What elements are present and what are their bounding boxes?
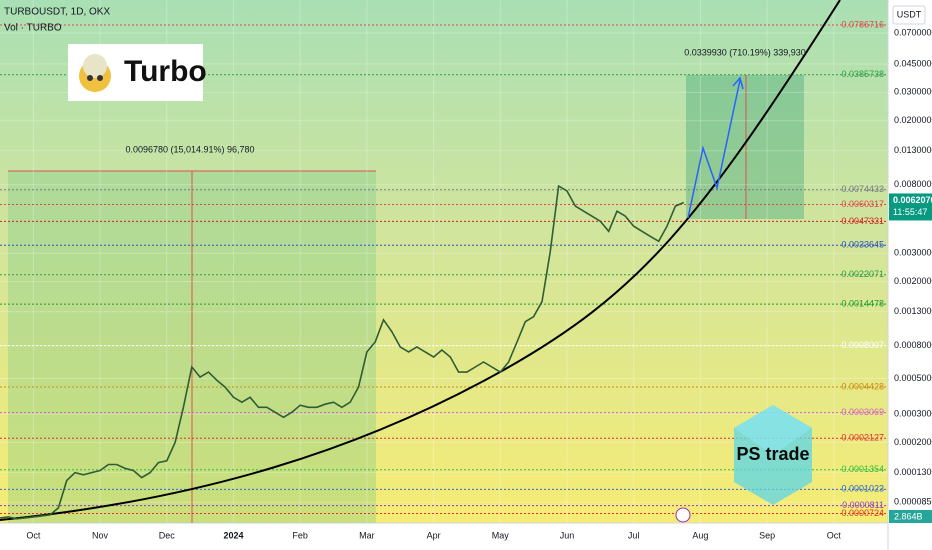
x-tick-label: Dec [159,530,176,540]
x-tick-label: Aug [692,530,708,540]
level-label: 0.0074433 [841,184,884,194]
time-axis-background [0,523,888,550]
x-tick-label: 2024 [223,530,243,540]
level-label: 0.0003069 [841,407,884,417]
price-line [0,184,685,520]
x-tick-label: Feb [292,530,308,540]
arrow-head [732,76,744,90]
watermark-text: PS trade [736,444,809,464]
last-price-label: 0.0062076 [893,195,932,205]
level-label: 0.0014478 [841,299,884,309]
x-tick-label: Oct [827,530,842,540]
x-tick-label: Apr [427,530,441,540]
watermark-hexagon [734,405,812,455]
level-label: 0.0001354 [841,464,884,474]
level-label: 0.0004428 [841,381,884,391]
level-label: 0.0385738 [841,69,884,79]
logo-icon [97,75,103,81]
x-tick-label: Jul [628,530,640,540]
x-tick-label: Sep [759,530,775,540]
level-label: 0.0033645 [841,240,884,250]
countdown: 11:55:47 [893,207,927,217]
series [0,184,685,520]
x-tick-label: Mar [359,530,375,540]
chart-title: TURBOUSDT, 1D, OKX [4,7,110,18]
level-label: 0.0008007 [841,340,884,350]
level-label: 0.0001023 [841,484,884,494]
price-axis-background [888,0,932,550]
x-tick-label: Nov [92,530,109,540]
level-label: 0.0000724 [841,508,884,518]
level-label: 0.0047331 [841,216,884,226]
volume-label: 2.864B [894,511,923,521]
x-tick-label: Jun [560,530,575,540]
volume-tag [889,510,932,523]
levels: 0.0786716 0.0385738 0.0074433 0.0060317 0.00… [0,19,888,518]
event-icon [675,507,691,523]
currency: USDT [897,9,922,19]
x-axis: Oct Nov Dec 2024 Feb Mar Apr May Jun Jul Aug Sep Oct [26,530,841,540]
level-label: 0.0786716 [841,19,884,29]
level-label: 0.0002127 [841,433,884,443]
level-label: 0.0000811 [842,500,884,510]
logo-icon [83,54,107,78]
x-tick-label: Oct [26,530,41,540]
last-price-tag [889,193,932,221]
annotation: 0.0339930 (710.19%) 339,930 [684,47,806,57]
logo-icon [87,75,93,81]
chart-subtitle: Vol · TURBO [4,23,62,34]
level-label: 0.0022071 [841,269,884,279]
annotation: 0.0096780 (15,014.91%) 96,780 [125,144,254,154]
x-tick-label: May [492,530,510,540]
level-label: 0.0060317 [841,199,884,209]
projection-arrow [687,79,741,219]
logo-text: Turbo [124,55,207,88]
currency-box [892,5,926,25]
